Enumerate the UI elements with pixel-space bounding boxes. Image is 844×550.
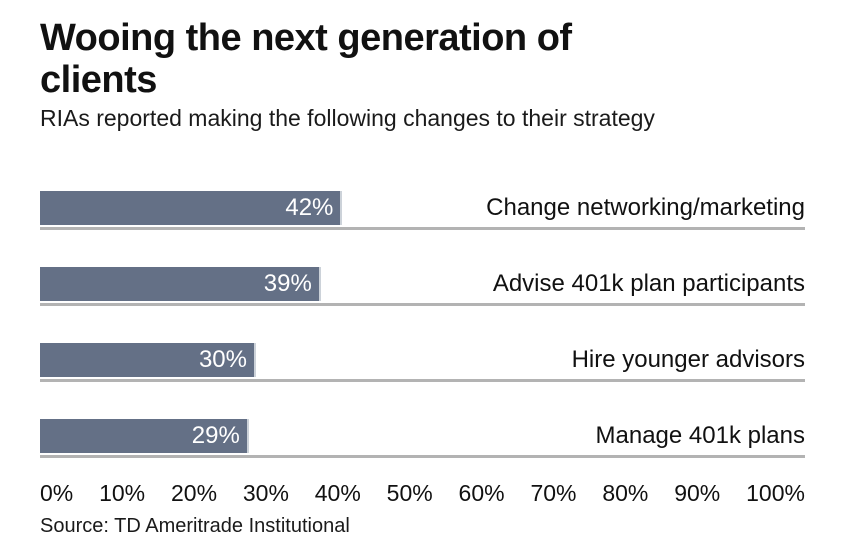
bar: 42% <box>40 190 343 225</box>
x-axis-tick: 40% <box>314 479 361 506</box>
x-axis-tick: 50% <box>386 479 433 506</box>
x-axis-tick: 30% <box>242 479 289 506</box>
chart-title: Wooing the next generation of clients <box>40 17 572 101</box>
x-axis-tick: 70% <box>530 479 577 506</box>
x-axis-tick: 60% <box>458 479 505 506</box>
bar-value-label: 39% <box>263 269 312 297</box>
x-axis-tick: 90% <box>674 479 721 506</box>
category-label: Advise 401k plan participants <box>492 269 805 297</box>
bar: 29% <box>40 418 249 453</box>
bar-row: 30% Hire younger advisors <box>40 342 805 382</box>
bar-value-label: 29% <box>191 421 240 449</box>
bar: 39% <box>40 266 321 301</box>
category-label: Hire younger advisors <box>571 345 805 373</box>
bar-row: 42% Change networking/marketing <box>40 190 805 230</box>
x-axis: 0% 10% 20% 30% 40% 50% 60% 70% 80% 90% 100% <box>40 480 805 507</box>
x-axis-tick: 20% <box>170 479 218 506</box>
x-axis-tick: 80% <box>602 479 649 506</box>
bar-row: 29% Manage 401k plans <box>40 418 805 458</box>
bar-value-label: 30% <box>198 345 247 373</box>
x-axis-tick: 0% <box>40 479 74 506</box>
bar: 30% <box>40 342 256 377</box>
category-label: Change networking/marketing <box>486 193 805 221</box>
source-note: Source: TD Ameritrade Institutional <box>40 514 350 537</box>
x-axis-tick: 10% <box>99 479 146 506</box>
bar-row: 39% Advise 401k plan participants <box>40 266 805 306</box>
bar-value-label: 42% <box>285 193 334 221</box>
chart-subtitle: RIAs reported making the following chang… <box>40 104 655 131</box>
x-axis-tick: 100% <box>746 479 805 506</box>
category-label: Manage 401k plans <box>595 421 805 449</box>
bar-chart: 42% Change networking/marketing 39% Advise … <box>40 190 805 458</box>
